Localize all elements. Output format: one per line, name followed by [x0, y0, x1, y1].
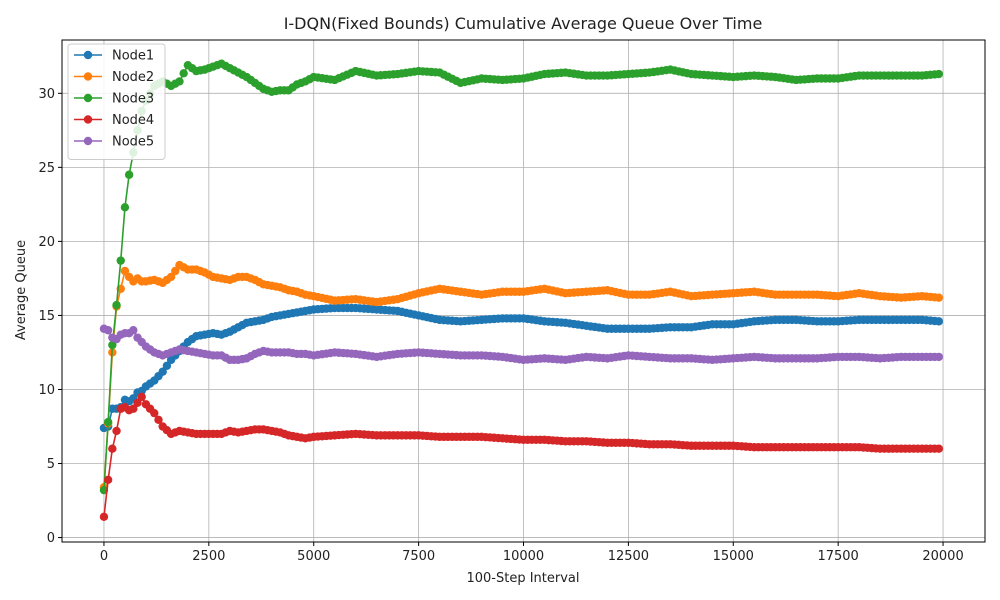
series-node1	[99, 303, 944, 433]
series-line	[103, 307, 939, 429]
y-tick-label: 25	[38, 161, 55, 176]
data-point	[137, 392, 146, 402]
x-axis-label: 100-Step Interval	[466, 571, 579, 586]
data-point	[103, 417, 113, 427]
data-point	[934, 352, 944, 362]
data-point	[934, 317, 944, 326]
data-point	[133, 398, 142, 407]
y-tick-label: 0	[47, 531, 55, 546]
legend-swatch-marker	[83, 115, 93, 124]
x-tick-label: 7500	[402, 549, 435, 564]
series-line	[103, 395, 939, 517]
legend-swatch-marker	[83, 72, 93, 81]
data-point	[129, 404, 138, 413]
x-tick-label: 2500	[192, 549, 225, 564]
x-tick-label: 12500	[608, 549, 649, 564]
x-tick-label: 17500	[817, 549, 858, 564]
data-point	[120, 203, 130, 212]
y-tick-label: 5	[47, 457, 55, 472]
data-point	[171, 266, 180, 276]
legend-swatch-marker	[83, 93, 93, 103]
data-point	[934, 69, 944, 79]
data-point	[154, 415, 163, 425]
data-point	[162, 361, 172, 370]
x-tick-label: 20000	[922, 549, 963, 564]
x-tick-label: 5000	[297, 549, 330, 564]
data-point	[116, 256, 125, 265]
x-tick-label: 15000	[713, 549, 754, 564]
data-point	[99, 512, 109, 522]
data-point	[108, 340, 117, 350]
data-point	[112, 426, 121, 436]
data-point	[103, 475, 113, 485]
x-tick-label: 10000	[503, 549, 544, 564]
legend-swatch-marker	[83, 136, 93, 146]
series-node4	[99, 392, 944, 522]
legend-label: Node3	[112, 92, 154, 107]
y-tick-label: 30	[38, 87, 55, 102]
legend: Node1 Node2 Node3 Node4 Node5	[67, 43, 166, 160]
series-layer	[99, 59, 944, 522]
legend-label: Node5	[112, 135, 154, 150]
data-point	[129, 326, 138, 335]
y-tick-label: 10	[38, 383, 55, 398]
legend-label: Node4	[112, 113, 154, 128]
legend-swatch-marker	[83, 50, 93, 60]
y-axis-label: Average Queue	[14, 240, 29, 340]
data-point	[934, 293, 944, 302]
data-point	[166, 272, 176, 282]
x-tick-label: 0	[100, 549, 108, 564]
data-point	[124, 170, 134, 179]
data-point	[179, 69, 188, 78]
data-point	[112, 300, 121, 310]
data-point	[175, 77, 184, 86]
y-tick-label: 15	[38, 309, 55, 324]
axes: 0 2500 5000 7500 10000 12500 15000 17500 20000 0 5…	[38, 39, 986, 564]
data-point	[120, 266, 130, 276]
data-point	[103, 326, 113, 335]
series-node2	[99, 260, 944, 492]
data-point	[158, 367, 167, 376]
legend-label: Node2	[112, 70, 154, 85]
legend-box	[67, 43, 166, 160]
data-point	[150, 408, 159, 418]
data-point	[934, 444, 944, 453]
y-tick-label: 20	[38, 235, 55, 250]
legend-label: Node1	[112, 49, 154, 64]
chart-title: I-DQN(Fixed Bounds) Cumulative Average Q…	[284, 14, 763, 33]
series-node5	[99, 324, 944, 365]
data-point	[108, 444, 117, 453]
